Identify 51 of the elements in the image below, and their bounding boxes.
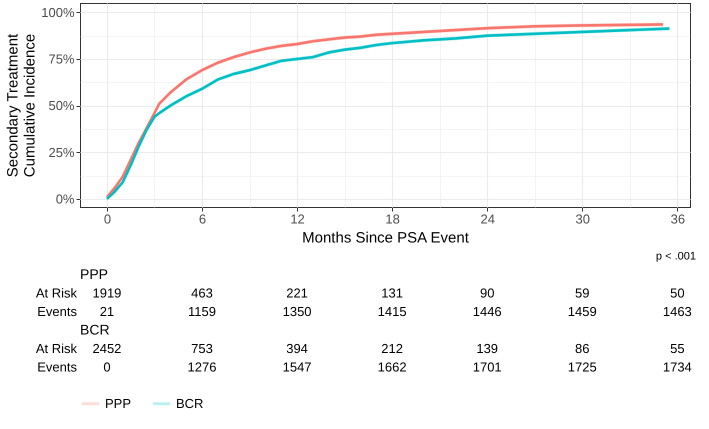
text: Events — [37, 359, 78, 374]
text: 55 — [670, 340, 685, 356]
x-tick-label: 12 — [290, 212, 305, 226]
text: 50 — [670, 286, 685, 301]
legend-label: BCR — [176, 396, 204, 411]
x-tick-label: 30 — [576, 212, 590, 226]
text: 1701 — [472, 359, 502, 374]
text: 1919 — [92, 286, 122, 301]
text: 131 — [381, 286, 403, 301]
text: 1350 — [282, 304, 312, 319]
text: 0 — [103, 359, 111, 374]
text: 139 — [476, 340, 498, 356]
legend-label: PPP — [105, 396, 132, 411]
text: 753 — [191, 340, 213, 356]
y-tick-label: 50% — [48, 98, 75, 114]
text: 1415 — [378, 304, 407, 319]
text: 1276 — [188, 359, 216, 374]
text: 1459 — [568, 304, 597, 319]
text: 2452 — [92, 340, 122, 356]
text: 1446 — [472, 304, 502, 319]
x-axis-title: Months Since PSA Event — [302, 230, 470, 246]
text: 86 — [575, 340, 590, 356]
x-tick-label: 24 — [480, 212, 495, 226]
x-tick-label: 36 — [670, 212, 686, 226]
text: 212 — [381, 340, 403, 356]
y-tick-label: 100% — [41, 4, 75, 20]
x-tick-label: 6 — [198, 212, 206, 226]
text: 1662 — [378, 359, 407, 374]
x-tick-label: 18 — [385, 212, 400, 226]
y-tick-label: 0% — [56, 191, 75, 206]
text: At Risk — [36, 340, 78, 356]
text: 1725 — [568, 359, 597, 374]
text: p < .001 — [656, 250, 696, 263]
y-tick-label: 75% — [48, 51, 75, 66]
text: 90 — [480, 286, 494, 301]
text: 1159 — [188, 304, 216, 319]
text: 59 — [575, 286, 590, 301]
text: Events — [37, 304, 78, 319]
y-axis-title: Secondary Treatment Cumulative Incidence — [4, 32, 38, 178]
text: 1547 — [282, 359, 312, 374]
text: 21 — [100, 304, 114, 319]
text: 1734 — [662, 359, 692, 374]
text: BCR — [80, 321, 110, 338]
text: At Risk — [36, 286, 78, 301]
x-tick-label: 0 — [104, 212, 112, 226]
text: 221 — [286, 286, 308, 301]
text: PPP — [80, 266, 108, 282]
y-tick-label: 25% — [48, 144, 75, 160]
text: 463 — [191, 286, 213, 301]
text: 394 — [286, 340, 308, 356]
text: 1463 — [662, 304, 692, 319]
